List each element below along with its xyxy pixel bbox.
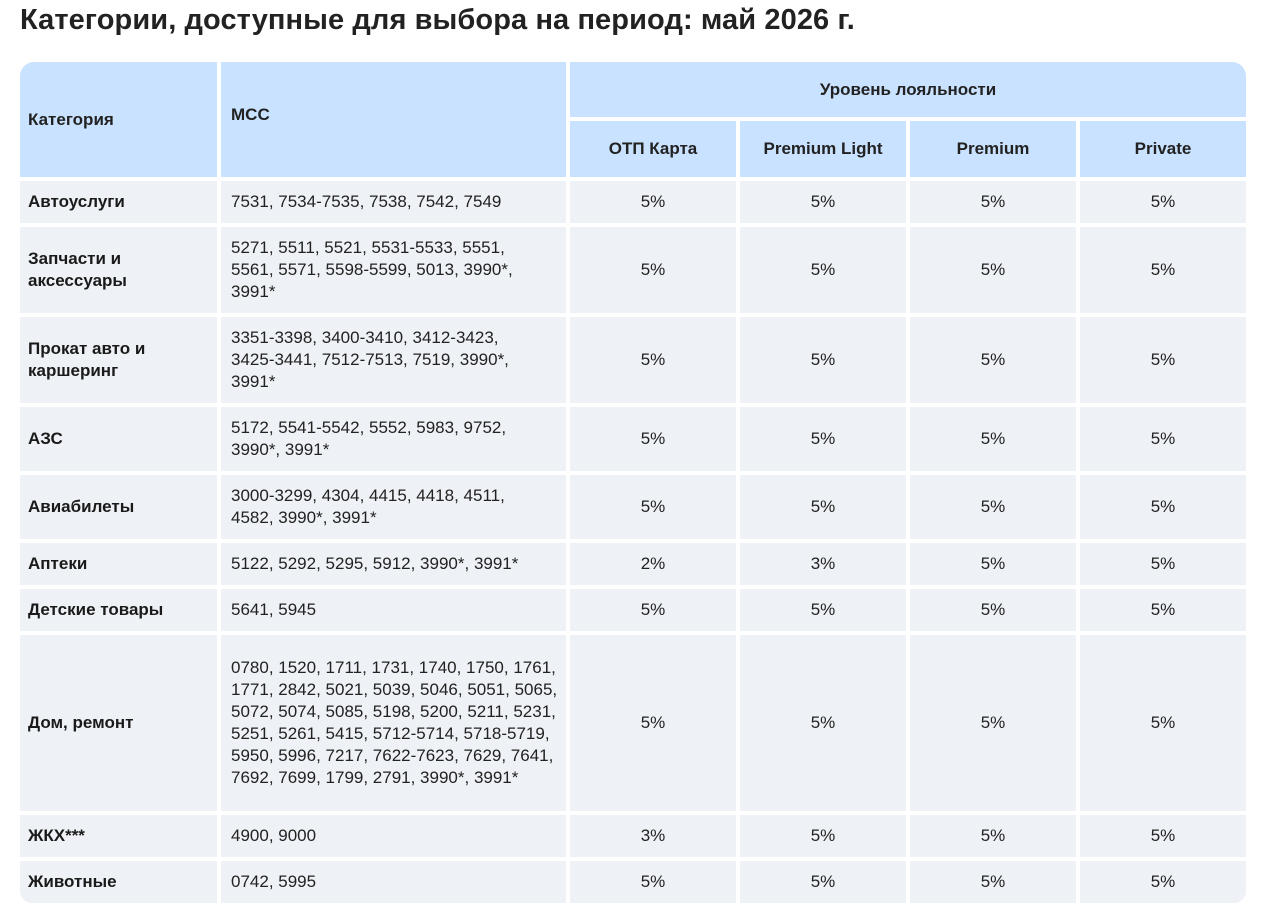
cashback-value-cell: 5%	[740, 861, 906, 903]
cashback-value-cell: 5%	[570, 227, 736, 313]
table-row: Запчасти и аксессуары 5271, 5511, 5521, 5…	[20, 227, 1247, 313]
mcc-cell: 4900, 9000	[221, 815, 566, 857]
category-cell: АЗС	[20, 407, 217, 471]
mcc-cell: 0780, 1520, 1711, 1731, 1740, 1750, 1761…	[221, 635, 566, 811]
cashback-value-cell: 5%	[1080, 861, 1247, 903]
cashback-value-cell: 3%	[740, 543, 906, 585]
category-cell: Животные	[20, 861, 217, 903]
header-tier-otp-card: ОТП Карта	[570, 121, 736, 177]
header-mcc: МСС	[221, 62, 566, 177]
cashback-value-cell: 5%	[1080, 475, 1247, 539]
cashback-value-cell: 5%	[1080, 227, 1247, 313]
cashback-value-cell: 5%	[910, 543, 1076, 585]
table-row: Дом, ремонт 0780, 1520, 1711, 1731, 1740,…	[20, 635, 1247, 811]
mcc-cell: 5271, 5511, 5521, 5531-5533, 5551, 5561,…	[221, 227, 566, 313]
table-row: Авиабилеты 3000-3299, 4304, 4415, 4418, 4…	[20, 475, 1247, 539]
mcc-cell: 3000-3299, 4304, 4415, 4418, 4511, 4582,…	[221, 475, 566, 539]
cashback-value-cell: 5%	[570, 407, 736, 471]
categories-table: Категория МСС Уровень лояльности ОТП Кар…	[16, 58, 1250, 907]
cashback-value-cell: 5%	[570, 317, 736, 403]
category-cell: Автоуслуги	[20, 181, 217, 223]
category-cell: Прокат авто и каршеринг	[20, 317, 217, 403]
cashback-value-cell: 5%	[1080, 407, 1247, 471]
header-loyalty-level: Уровень лояльности	[570, 62, 1247, 117]
cashback-value-cell: 5%	[570, 589, 736, 631]
cashback-value-cell: 5%	[740, 227, 906, 313]
category-cell: Аптеки	[20, 543, 217, 585]
table-row: АЗС 5172, 5541-5542, 5552, 5983, 9752, 39…	[20, 407, 1247, 471]
cashback-value-cell: 5%	[910, 227, 1076, 313]
cashback-value-cell: 3%	[570, 815, 736, 857]
category-cell: Запчасти и аксессуары	[20, 227, 217, 313]
mcc-cell: 3351-3398, 3400-3410, 3412-3423, 3425-34…	[221, 317, 566, 403]
header-mcc-label: МСС	[231, 105, 270, 124]
mcc-cell: 5641, 5945	[221, 589, 566, 631]
cashback-value-cell: 5%	[910, 317, 1076, 403]
cashback-value-cell: 5%	[740, 815, 906, 857]
mcc-cell: 0742, 5995	[221, 861, 566, 903]
cashback-value-cell: 5%	[1080, 181, 1247, 223]
mcc-cell: 7531, 7534-7535, 7538, 7542, 7549	[221, 181, 566, 223]
cashback-value-cell: 5%	[740, 475, 906, 539]
header-tier-premium: Premium	[910, 121, 1076, 177]
cashback-value-cell: 5%	[570, 181, 736, 223]
cashback-value-cell: 5%	[570, 861, 736, 903]
category-cell: Авиабилеты	[20, 475, 217, 539]
cashback-value-cell: 5%	[570, 475, 736, 539]
category-cell: Детские товары	[20, 589, 217, 631]
cashback-value-cell: 5%	[1080, 635, 1247, 811]
table-row: ЖКХ*** 4900, 9000 3% 5% 5% 5%	[20, 815, 1247, 857]
table-row: Детские товары 5641, 5945 5% 5% 5% 5%	[20, 589, 1247, 631]
cashback-value-cell: 5%	[740, 635, 906, 811]
table-row: Автоуслуги 7531, 7534-7535, 7538, 7542, 7…	[20, 181, 1247, 223]
category-cell: ЖКХ***	[20, 815, 217, 857]
header-tier-premium-light: Premium Light	[740, 121, 906, 177]
cashback-value-cell: 5%	[1080, 543, 1247, 585]
cashback-value-cell: 5%	[1080, 589, 1247, 631]
cashback-value-cell: 5%	[910, 407, 1076, 471]
cashback-value-cell: 5%	[910, 635, 1076, 811]
cashback-value-cell: 5%	[910, 815, 1076, 857]
table-row: Аптеки 5122, 5292, 5295, 5912, 3990*, 399…	[20, 543, 1247, 585]
page-title: Категории, доступные для выбора на перио…	[20, 4, 855, 36]
mcc-cell: 5122, 5292, 5295, 5912, 3990*, 3991*	[221, 543, 566, 585]
cashback-value-cell: 5%	[910, 861, 1076, 903]
cashback-value-cell: 5%	[740, 407, 906, 471]
cashback-value-cell: 5%	[910, 589, 1076, 631]
header-category: Категория	[20, 62, 217, 177]
category-cell: Дом, ремонт	[20, 635, 217, 811]
table-body: Автоуслуги 7531, 7534-7535, 7538, 7542, 7…	[20, 181, 1247, 903]
cashback-value-cell: 5%	[1080, 815, 1247, 857]
cashback-value-cell: 5%	[570, 635, 736, 811]
cashback-value-cell: 5%	[740, 317, 906, 403]
cashback-value-cell: 5%	[740, 589, 906, 631]
cashback-value-cell: 5%	[740, 181, 906, 223]
cashback-value-cell: 2%	[570, 543, 736, 585]
table-row: Животные 0742, 5995 5% 5% 5% 5%	[20, 861, 1247, 903]
header-tier-private: Private	[1080, 121, 1247, 177]
table-row: Прокат авто и каршеринг 3351-3398, 3400-3…	[20, 317, 1247, 403]
mcc-cell: 5172, 5541-5542, 5552, 5983, 9752, 3990*…	[221, 407, 566, 471]
cashback-value-cell: 5%	[1080, 317, 1247, 403]
cashback-value-cell: 5%	[910, 181, 1076, 223]
cashback-value-cell: 5%	[910, 475, 1076, 539]
